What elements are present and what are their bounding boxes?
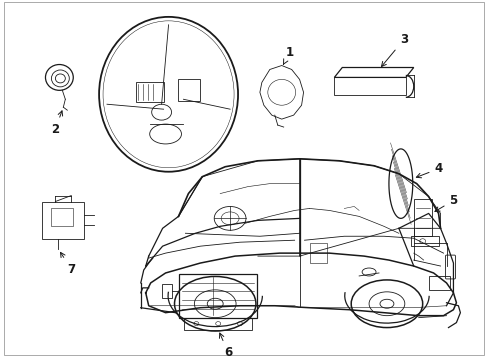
Text: 7: 7 [61, 252, 75, 275]
Text: 3: 3 [381, 33, 407, 67]
Text: 1: 1 [283, 46, 293, 64]
Text: 2: 2 [51, 111, 62, 136]
Text: 4: 4 [415, 162, 442, 178]
Text: 5: 5 [434, 194, 457, 211]
Text: 6: 6 [219, 333, 232, 359]
